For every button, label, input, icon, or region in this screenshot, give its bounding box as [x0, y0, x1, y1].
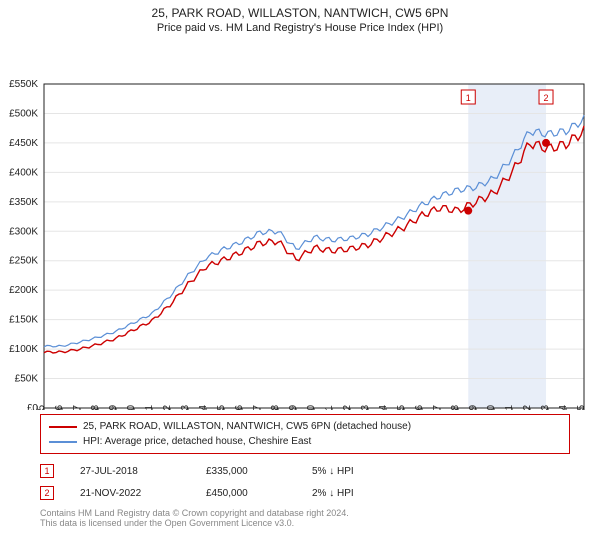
svg-text:2011: 2011	[324, 405, 335, 410]
svg-text:2013: 2013	[360, 404, 371, 410]
legend-label-hpi: HPI: Average price, detached house, Ches…	[83, 434, 311, 449]
svg-text:2025: 2025	[576, 404, 587, 410]
svg-text:1997: 1997	[72, 404, 83, 410]
svg-text:2009: 2009	[288, 404, 299, 410]
marker-badge-2: 2	[40, 486, 54, 500]
legend-box: 25, PARK ROAD, WILLASTON, NANTWICH, CW5 …	[40, 414, 570, 454]
svg-text:2004: 2004	[198, 404, 209, 410]
price-chart: £0£50K£100K£150K£200K£250K£300K£350K£400…	[0, 38, 600, 410]
svg-text:£250K: £250K	[9, 256, 38, 267]
svg-text:£200K: £200K	[9, 285, 38, 296]
marker-change-1: 5% ↓ HPI	[312, 466, 354, 477]
svg-text:2001: 2001	[144, 404, 155, 410]
marker-table: 1 27-JUL-2018 £335,000 5% ↓ HPI 2 21-NOV…	[40, 460, 570, 504]
marker-change-2: 2% ↓ HPI	[312, 488, 354, 499]
legend-label-property: 25, PARK ROAD, WILLASTON, NANTWICH, CW5 …	[83, 419, 411, 434]
svg-text:2005: 2005	[216, 404, 227, 410]
chart-title: 25, PARK ROAD, WILLASTON, NANTWICH, CW5 …	[0, 0, 600, 20]
svg-text:£350K: £350K	[9, 197, 38, 208]
marker-badge-1: 1	[40, 464, 54, 478]
marker-row-2: 2 21-NOV-2022 £450,000 2% ↓ HPI	[40, 482, 570, 504]
svg-text:2020: 2020	[486, 404, 497, 410]
svg-text:2022: 2022	[522, 404, 533, 410]
svg-text:2002: 2002	[162, 404, 173, 410]
svg-text:£550K: £550K	[9, 79, 38, 90]
svg-text:£450K: £450K	[9, 138, 38, 149]
svg-text:1995: 1995	[36, 404, 47, 410]
svg-text:£100K: £100K	[9, 344, 38, 355]
svg-text:2024: 2024	[558, 404, 569, 410]
svg-text:2021: 2021	[504, 404, 515, 410]
svg-text:2012: 2012	[342, 404, 353, 410]
svg-text:£400K: £400K	[9, 167, 38, 178]
svg-text:1998: 1998	[90, 404, 101, 410]
svg-text:1: 1	[466, 93, 471, 103]
footnote-line1: Contains HM Land Registry data © Crown c…	[40, 508, 570, 518]
svg-text:2019: 2019	[468, 404, 479, 410]
svg-text:2000: 2000	[126, 404, 137, 410]
legend-row-property: 25, PARK ROAD, WILLASTON, NANTWICH, CW5 …	[49, 419, 561, 434]
svg-text:2003: 2003	[180, 404, 191, 410]
footnote: Contains HM Land Registry data © Crown c…	[40, 508, 570, 528]
marker-price-2: £450,000	[206, 488, 286, 499]
footnote-line2: This data is licensed under the Open Gov…	[40, 518, 570, 528]
svg-text:2008: 2008	[270, 404, 281, 410]
svg-text:£300K: £300K	[9, 226, 38, 237]
legend-swatch-property	[49, 426, 77, 428]
svg-text:2015: 2015	[396, 404, 407, 410]
svg-text:2023: 2023	[540, 404, 551, 410]
svg-text:2016: 2016	[414, 404, 425, 410]
svg-text:2007: 2007	[252, 404, 263, 410]
svg-text:2017: 2017	[432, 404, 443, 410]
marker-row-1: 1 27-JUL-2018 £335,000 5% ↓ HPI	[40, 460, 570, 482]
svg-text:1996: 1996	[54, 404, 65, 410]
marker-date-1: 27-JUL-2018	[80, 466, 180, 477]
svg-text:1999: 1999	[108, 404, 119, 410]
svg-text:2010: 2010	[306, 404, 317, 410]
svg-text:£500K: £500K	[9, 108, 38, 119]
marker-date-2: 21-NOV-2022	[80, 488, 180, 499]
svg-text:2018: 2018	[450, 404, 461, 410]
svg-text:2014: 2014	[378, 404, 389, 410]
svg-text:£50K: £50K	[15, 374, 39, 385]
svg-text:2006: 2006	[234, 404, 245, 410]
legend-swatch-hpi	[49, 441, 77, 443]
svg-text:£150K: £150K	[9, 315, 38, 326]
svg-text:2: 2	[544, 93, 549, 103]
legend-row-hpi: HPI: Average price, detached house, Ches…	[49, 434, 561, 449]
chart-subtitle: Price paid vs. HM Land Registry's House …	[0, 20, 600, 38]
marker-price-1: £335,000	[206, 466, 286, 477]
